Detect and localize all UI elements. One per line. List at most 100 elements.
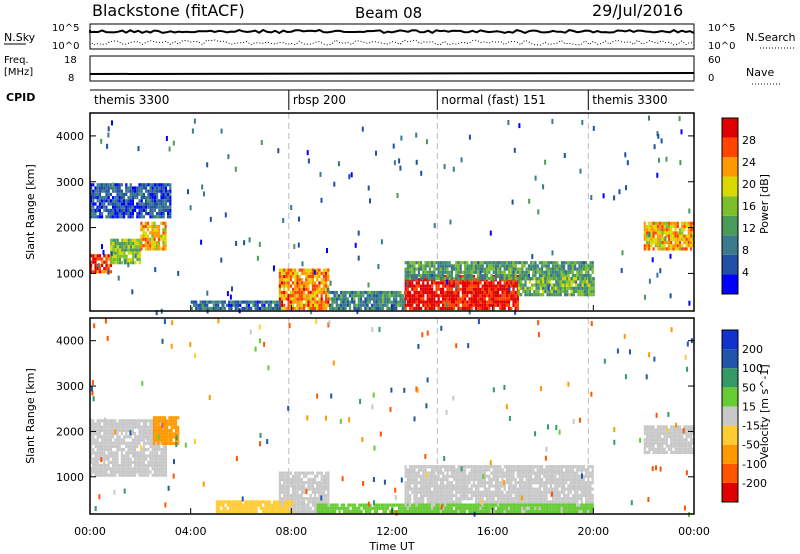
echo-cell <box>656 431 660 435</box>
echo-cell <box>530 264 533 268</box>
echo-cell <box>492 500 495 504</box>
echo-cell <box>543 474 546 478</box>
colorbar-tick-label: 12 <box>742 222 756 235</box>
echo-cell <box>546 277 549 281</box>
noise-cell <box>97 263 100 269</box>
echo-cell <box>129 435 132 439</box>
echo-cell <box>492 493 495 498</box>
echo-cell <box>488 474 491 478</box>
echo-cell <box>116 202 119 206</box>
echo-cell <box>590 289 593 294</box>
echo-cell <box>136 464 139 468</box>
echo-cell <box>499 294 502 298</box>
echo-cell <box>296 281 299 285</box>
echo-cell <box>542 286 545 290</box>
echo-cell <box>453 297 456 301</box>
echo-cell <box>285 490 288 494</box>
echo-cell <box>96 267 99 271</box>
echo-cell <box>381 306 385 311</box>
noise-cell <box>433 223 436 229</box>
noise-cell <box>329 280 332 286</box>
echo-cell <box>470 267 473 271</box>
echo-cell <box>431 281 434 285</box>
echo-cell <box>549 465 552 469</box>
echo-cell <box>151 441 154 445</box>
echo-cell <box>149 432 152 436</box>
colorbar-swatch <box>722 196 738 216</box>
echo-cell <box>457 471 460 475</box>
echo-cell <box>545 493 548 498</box>
echo-cell <box>379 303 382 307</box>
echo-cell <box>255 506 258 510</box>
echo-cell <box>554 477 557 482</box>
echo-cell <box>94 470 97 474</box>
echo-cell <box>116 435 119 439</box>
echo-cell <box>665 240 668 245</box>
echo-cell <box>112 261 115 265</box>
echo-cell <box>524 283 527 287</box>
echo-cell <box>470 270 473 274</box>
echo-cell <box>353 297 356 301</box>
echo-cell <box>552 270 555 274</box>
echo-cell <box>521 506 524 510</box>
echo-cell <box>140 454 143 458</box>
echo-cell <box>233 506 236 510</box>
echo-cell <box>652 444 655 448</box>
echo-cell <box>433 277 436 281</box>
echo-cell <box>129 444 132 448</box>
echo-cell <box>162 208 165 212</box>
echo-cell <box>587 474 590 478</box>
echo-cell <box>136 212 139 216</box>
echo-cell <box>455 493 458 498</box>
echo-cell <box>342 294 345 298</box>
echo-cell <box>162 228 165 232</box>
echo-cell <box>167 196 170 200</box>
echo-cell <box>303 281 306 285</box>
echo-cell <box>525 465 528 469</box>
echo-cell <box>163 435 167 439</box>
echo-cell <box>457 290 460 295</box>
echo-cell <box>526 289 529 294</box>
echo-cell <box>123 238 126 242</box>
noise-cell <box>618 189 621 195</box>
echo-cell <box>497 281 500 285</box>
echo-cell <box>344 294 347 298</box>
echo-cell <box>453 487 456 491</box>
echo-cell <box>134 196 137 200</box>
echo-cell <box>571 261 574 265</box>
echo-cell <box>538 487 541 491</box>
echo-cell <box>142 460 145 464</box>
echo-cell <box>420 297 423 301</box>
echo-cell <box>409 497 412 501</box>
noise-cell <box>111 120 113 126</box>
echo-cell <box>426 300 429 304</box>
echo-cell <box>587 481 590 485</box>
echo-cell <box>422 290 425 295</box>
echo-cell <box>543 500 546 504</box>
echo-cell <box>521 509 524 514</box>
noise-cell <box>678 116 681 122</box>
echo-cell <box>439 294 442 298</box>
echo-cell <box>140 221 143 225</box>
echo-cell <box>129 425 132 429</box>
echo-cell <box>309 487 312 491</box>
echo-cell <box>280 474 284 478</box>
echo-cell <box>531 283 534 287</box>
echo-cell <box>107 467 110 471</box>
echo-cell <box>576 468 579 472</box>
echo-cell <box>568 277 571 281</box>
echo-cell <box>94 425 97 429</box>
echo-cell <box>544 280 547 284</box>
echo-cell <box>384 303 387 307</box>
noise-cell <box>203 191 205 197</box>
echo-cell <box>195 300 198 304</box>
echo-cell <box>96 196 99 200</box>
echo-cell <box>307 509 310 514</box>
echo-cell <box>305 300 308 304</box>
echo-cell <box>532 500 535 504</box>
echo-cell <box>362 300 365 304</box>
echo-cell <box>548 293 551 297</box>
echo-cell <box>490 277 493 281</box>
echo-cell <box>157 432 160 436</box>
echo-cell <box>577 283 580 287</box>
